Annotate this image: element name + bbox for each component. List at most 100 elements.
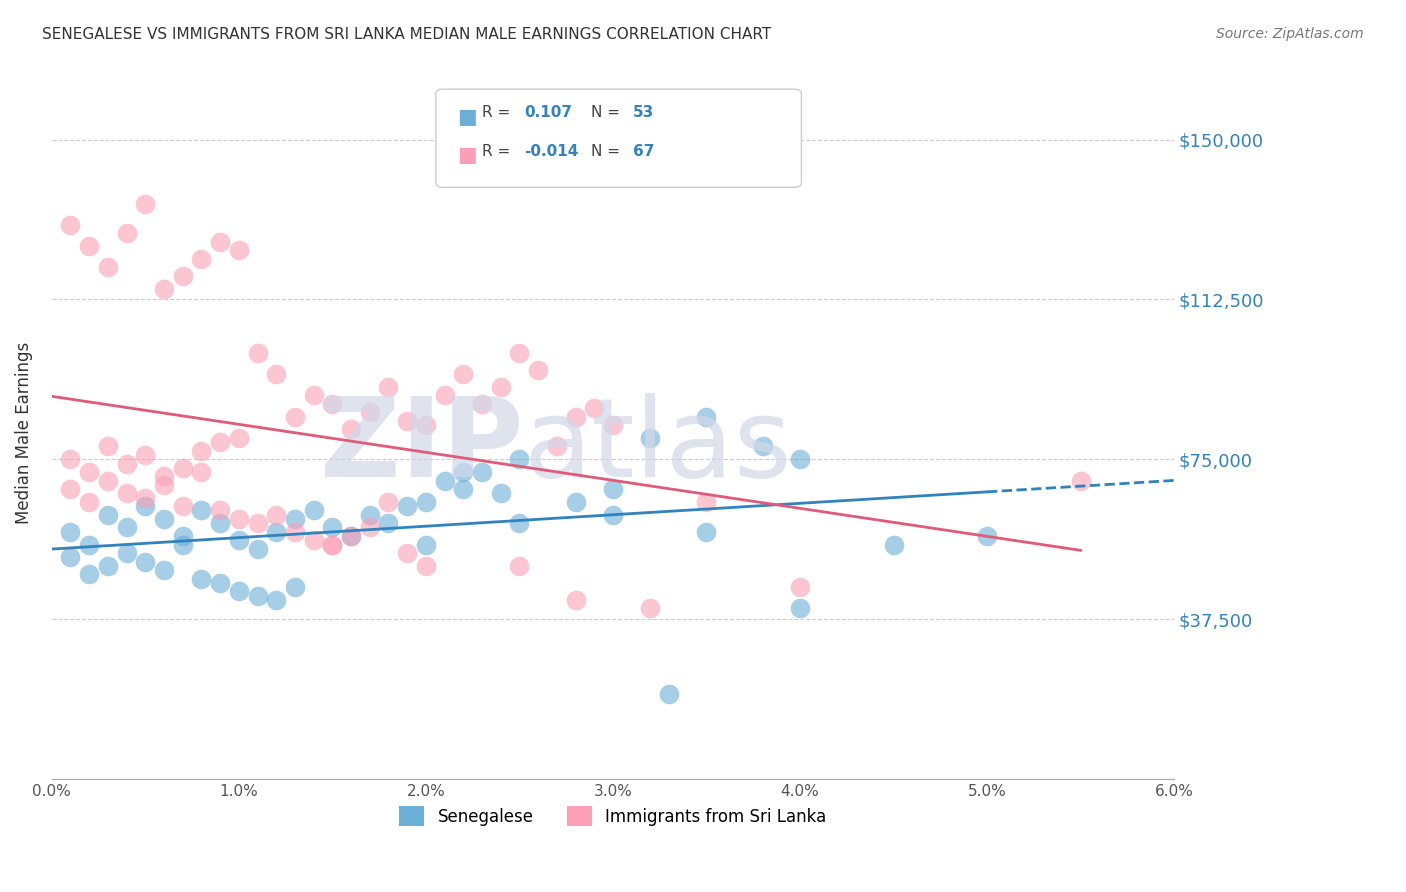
Point: [264, 367, 287, 381]
Point: [190, 252, 212, 266]
Point: [433, 474, 456, 488]
Point: [190, 443, 212, 458]
Point: [302, 503, 325, 517]
Text: ZIP: ZIP: [319, 393, 523, 500]
Point: [77, 465, 100, 479]
Point: [1070, 474, 1092, 488]
Point: [284, 409, 307, 424]
Point: [172, 529, 194, 543]
Point: [77, 537, 100, 551]
Point: [246, 541, 269, 556]
Point: [153, 512, 176, 526]
Text: R =: R =: [482, 144, 516, 159]
Point: [97, 440, 120, 454]
Text: -0.014: -0.014: [524, 144, 579, 159]
Point: [59, 452, 82, 467]
Point: [264, 508, 287, 522]
Point: [640, 601, 662, 615]
Point: [246, 516, 269, 531]
Point: [508, 452, 530, 467]
Text: Source: ZipAtlas.com: Source: ZipAtlas.com: [1216, 27, 1364, 41]
Point: [340, 529, 363, 543]
Point: [508, 345, 530, 359]
Point: [59, 482, 82, 496]
Point: [264, 593, 287, 607]
Point: [340, 529, 363, 543]
Point: [602, 482, 624, 496]
Point: [228, 533, 250, 548]
Point: [396, 414, 419, 428]
Point: [695, 495, 717, 509]
Point: [115, 227, 138, 241]
Point: [77, 495, 100, 509]
Text: atlas: atlas: [523, 393, 792, 500]
Point: [321, 397, 343, 411]
Text: 53: 53: [633, 105, 654, 120]
Point: [471, 465, 494, 479]
Point: [264, 524, 287, 539]
Legend: Senegalese, Immigrants from Sri Lanka: Senegalese, Immigrants from Sri Lanka: [392, 799, 834, 833]
Point: [564, 593, 586, 607]
Point: [602, 508, 624, 522]
Point: [453, 367, 475, 381]
Point: [564, 409, 586, 424]
Point: [658, 687, 681, 701]
Text: N =: N =: [591, 144, 624, 159]
Point: [134, 448, 156, 462]
Point: [77, 567, 100, 582]
Point: [134, 499, 156, 513]
Point: [97, 558, 120, 573]
Point: [209, 503, 232, 517]
Point: [640, 431, 662, 445]
Point: [377, 516, 399, 531]
Point: [190, 572, 212, 586]
Point: [527, 363, 550, 377]
Point: [508, 516, 530, 531]
Point: [415, 558, 437, 573]
Text: 0.107: 0.107: [524, 105, 572, 120]
Point: [396, 546, 419, 560]
Point: [751, 440, 773, 454]
Point: [321, 520, 343, 534]
Point: [695, 409, 717, 424]
Point: [59, 218, 82, 232]
Point: [190, 503, 212, 517]
Point: [415, 495, 437, 509]
Text: 67: 67: [633, 144, 654, 159]
Point: [134, 555, 156, 569]
Point: [228, 584, 250, 599]
Point: [209, 435, 232, 450]
Point: [396, 499, 419, 513]
Point: [228, 431, 250, 445]
Point: [359, 520, 381, 534]
Point: [153, 282, 176, 296]
Point: [976, 529, 998, 543]
Text: R =: R =: [482, 105, 516, 120]
Point: [359, 508, 381, 522]
Point: [377, 380, 399, 394]
Text: SENEGALESE VS IMMIGRANTS FROM SRI LANKA MEDIAN MALE EARNINGS CORRELATION CHART: SENEGALESE VS IMMIGRANTS FROM SRI LANKA …: [42, 27, 772, 42]
Point: [340, 422, 363, 436]
Point: [115, 486, 138, 500]
Point: [415, 418, 437, 433]
Point: [246, 589, 269, 603]
Text: ■: ■: [457, 107, 477, 127]
Point: [377, 495, 399, 509]
Point: [508, 558, 530, 573]
Point: [246, 345, 269, 359]
Point: [172, 268, 194, 283]
Point: [489, 380, 512, 394]
Point: [172, 537, 194, 551]
Text: N =: N =: [591, 105, 624, 120]
Point: [284, 524, 307, 539]
Point: [115, 520, 138, 534]
Point: [453, 482, 475, 496]
Point: [471, 397, 494, 411]
Point: [789, 452, 811, 467]
Point: [97, 508, 120, 522]
Point: [97, 474, 120, 488]
Point: [115, 546, 138, 560]
Point: [172, 460, 194, 475]
Point: [228, 244, 250, 258]
Point: [433, 388, 456, 402]
